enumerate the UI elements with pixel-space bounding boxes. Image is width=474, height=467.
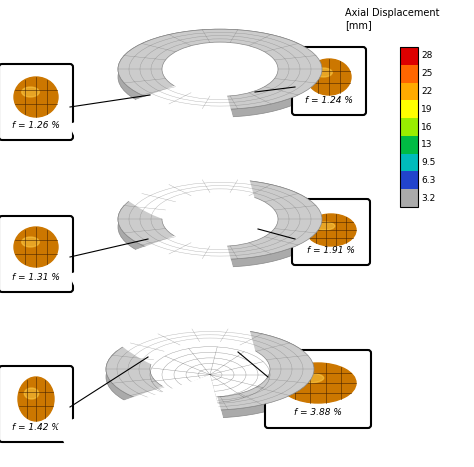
Bar [400,47,418,65]
Ellipse shape [177,329,243,360]
Ellipse shape [118,179,322,259]
Bar [400,154,418,171]
Ellipse shape [14,77,58,117]
Ellipse shape [118,37,322,117]
Text: f = 1.91 %: f = 1.91 % [307,246,355,255]
Ellipse shape [183,325,237,350]
Ellipse shape [150,349,270,405]
Ellipse shape [22,237,39,247]
Wedge shape [69,69,262,230]
Ellipse shape [162,200,278,254]
Text: 19: 19 [421,105,432,114]
Text: [mm]: [mm] [345,20,372,30]
Wedge shape [138,75,243,162]
Ellipse shape [162,50,278,104]
Text: 6.3: 6.3 [421,176,436,185]
Ellipse shape [306,214,356,246]
Ellipse shape [182,53,259,89]
Ellipse shape [172,50,268,95]
Ellipse shape [172,198,268,244]
Wedge shape [56,377,252,467]
Ellipse shape [164,338,256,382]
Ellipse shape [293,373,324,383]
Bar [400,136,418,154]
Text: f = 1.26 %: f = 1.26 % [12,121,60,130]
Ellipse shape [201,57,239,76]
Text: p = 0.50 [bar]: p = 0.50 [bar] [135,119,204,129]
Ellipse shape [150,341,270,397]
Ellipse shape [106,328,314,410]
Text: p = 1.46 [bar]: p = 1.46 [bar] [128,271,197,281]
Bar [400,83,418,100]
Text: f = 1.24 %: f = 1.24 % [305,96,353,105]
Ellipse shape [201,202,239,219]
FancyBboxPatch shape [0,216,73,292]
Bar [400,118,418,136]
Ellipse shape [162,48,278,102]
Text: Axial Displacement: Axial Displacement [345,8,439,18]
Wedge shape [69,227,262,388]
Ellipse shape [307,59,351,95]
Wedge shape [56,369,252,467]
Ellipse shape [210,60,230,69]
Ellipse shape [197,316,223,328]
FancyBboxPatch shape [292,199,370,265]
Ellipse shape [210,203,230,212]
Text: 28: 28 [421,51,432,60]
Ellipse shape [18,377,54,421]
Wedge shape [126,375,233,465]
Bar [400,65,418,83]
Ellipse shape [106,336,314,418]
Ellipse shape [190,320,230,339]
Ellipse shape [118,187,322,267]
Ellipse shape [162,42,278,96]
Ellipse shape [162,198,278,252]
Text: 9.5: 9.5 [421,158,436,167]
Ellipse shape [170,333,250,371]
Text: 25: 25 [421,69,432,78]
Ellipse shape [118,29,322,109]
FancyBboxPatch shape [0,366,73,442]
Bar [400,47,418,207]
Ellipse shape [162,42,278,96]
Ellipse shape [315,222,335,230]
Wedge shape [138,225,243,311]
Ellipse shape [182,199,259,236]
Text: f = 1.31 %: f = 1.31 % [12,273,60,282]
Ellipse shape [106,328,314,410]
Ellipse shape [157,342,264,392]
Wedge shape [69,219,262,380]
Ellipse shape [22,87,39,97]
Wedge shape [69,77,262,238]
Text: f = 1.42 %: f = 1.42 % [12,423,60,432]
Text: p = 2.53 [bar]: p = 2.53 [bar] [125,405,194,415]
FancyBboxPatch shape [265,350,371,428]
Ellipse shape [24,388,39,399]
Ellipse shape [150,341,270,397]
Ellipse shape [118,29,322,109]
Ellipse shape [118,179,322,259]
Text: 3.2: 3.2 [421,194,435,203]
Text: 16: 16 [421,122,432,132]
Ellipse shape [315,68,332,77]
FancyBboxPatch shape [292,47,366,115]
Wedge shape [69,219,262,380]
Ellipse shape [14,227,58,267]
Ellipse shape [150,347,270,403]
Ellipse shape [191,201,249,228]
Wedge shape [69,69,262,230]
Bar [400,171,418,189]
Text: 13: 13 [421,140,432,149]
Text: f = 3.88 %: f = 3.88 % [294,408,342,417]
Text: 22: 22 [421,87,432,96]
Ellipse shape [191,55,249,82]
Wedge shape [56,369,252,467]
Ellipse shape [162,192,278,247]
Bar [400,100,418,118]
Ellipse shape [162,192,278,247]
Ellipse shape [203,311,217,318]
Bar [400,189,418,207]
FancyBboxPatch shape [0,64,73,140]
Ellipse shape [280,363,356,403]
